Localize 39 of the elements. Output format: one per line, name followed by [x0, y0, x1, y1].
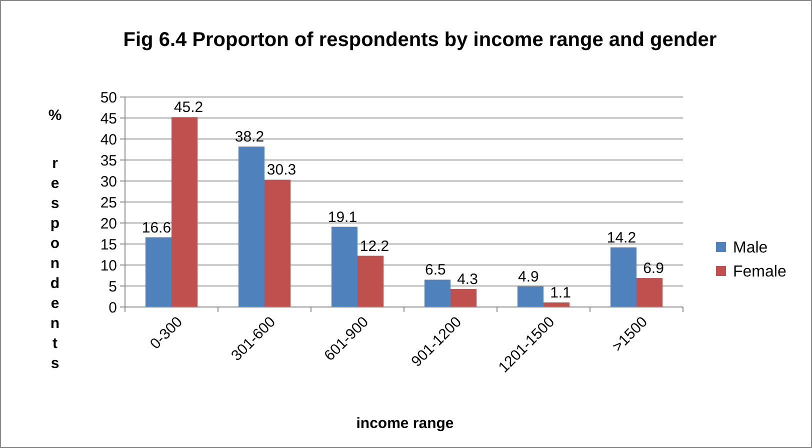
bar [424, 280, 450, 307]
x-axis-title: income range [356, 415, 454, 432]
data-label: 4.3 [457, 270, 478, 288]
y-tick-label: 45 [100, 110, 117, 128]
bar [264, 180, 291, 307]
bar [238, 146, 264, 307]
text: % respondents [48, 107, 62, 372]
y-tick-label: 20 [100, 215, 117, 232]
y-tick-label: 10 [100, 257, 117, 274]
y-tick-label: 40 [100, 131, 117, 148]
data-label: 38.2 [234, 128, 264, 146]
y-tick-label: 25 [100, 194, 117, 212]
data-label: 14.2 [606, 229, 636, 246]
legend-label: Male [733, 240, 768, 257]
bar [610, 247, 636, 307]
bar [636, 278, 663, 307]
data-label: 45.2 [174, 99, 204, 116]
data-label: 1.1 [550, 284, 571, 302]
bar [358, 256, 384, 307]
data-label: 4.9 [518, 268, 539, 286]
y-tick-label: 5 [108, 278, 117, 296]
y-tick-label: 15 [100, 236, 117, 254]
data-label: 12.2 [360, 238, 390, 255]
data-label: 6.9 [643, 260, 664, 278]
y-tick-label: 0 [108, 299, 117, 316]
bar [172, 117, 198, 307]
bar [450, 288, 477, 307]
bar [145, 237, 172, 307]
data-label: 16.6 [142, 219, 172, 236]
y-tick-label: 35 [100, 152, 117, 170]
y-tick-label: 50 [100, 89, 117, 106]
y-tick-label: 30 [100, 173, 117, 190]
bar [331, 226, 358, 307]
chart-title: Fig 6.4 Proporton of respondents by income range and gender [123, 29, 717, 51]
legend-label: Female [733, 264, 786, 281]
data-label: 30.3 [266, 162, 296, 179]
data-label: 6.5 [425, 262, 446, 279]
bar [517, 286, 544, 307]
data-label: 19.1 [328, 208, 358, 226]
